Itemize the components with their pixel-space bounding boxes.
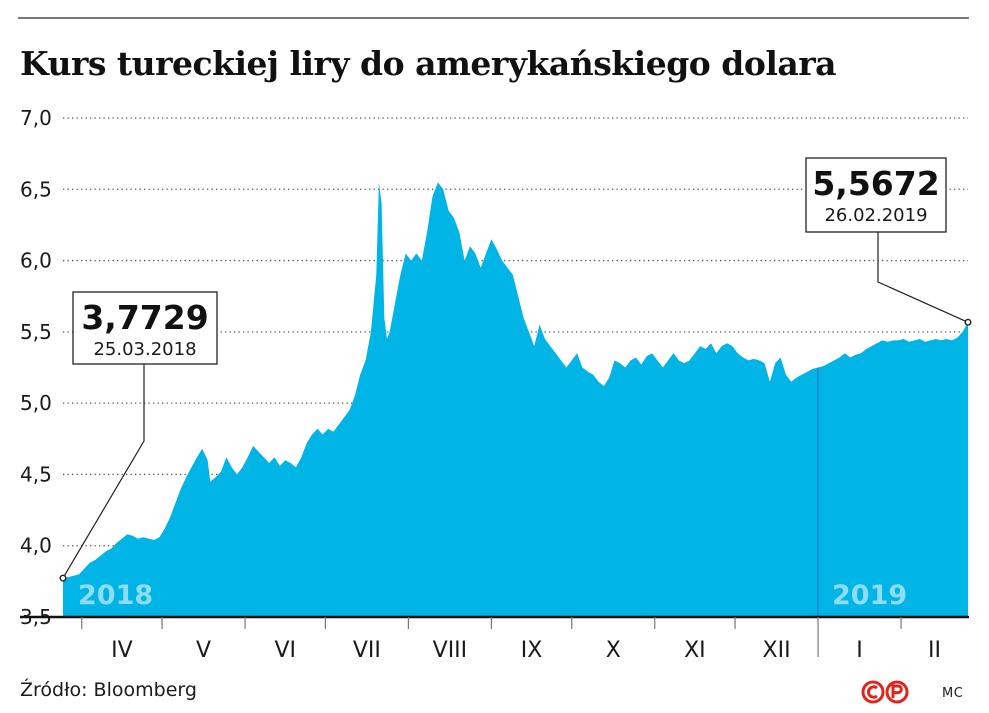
month-label: XI [684,638,706,663]
annotation-box-end [805,157,947,233]
series-area-fill [63,182,968,617]
annotation-point-start [59,574,67,582]
y-tick-label: 7,0 [20,106,52,130]
year-label-2019: 2019 [832,580,907,611]
chart-title: Kurs tureckiej liry do amerykańskiego do… [20,44,837,83]
annotation-date-start: 25.03.2018 [93,339,196,360]
y-tick-label: 6,0 [20,249,52,273]
month-label: I [856,638,863,663]
annotation-box-start [72,291,218,365]
series-area [63,182,968,617]
month-label: VI [274,638,296,663]
top-rule [18,17,969,19]
annotation-value-end: 5,5672 [812,164,939,203]
y-tick-label: 4,5 [20,462,52,486]
brand-logo [861,680,909,704]
month-label: VIII [433,638,468,663]
annotation-leader-end [877,232,969,323]
month-label: II [928,638,941,663]
year-label-2018: 2018 [78,580,153,611]
month-label: VII [353,638,381,663]
annotation-value-start: 3,7729 [81,298,208,337]
y-axis: 3,54,04,55,05,56,06,57,0 [20,106,52,629]
y-tick-label: 4,0 [20,534,52,558]
author-initials: MC [942,686,964,701]
source-note: Źródło: Bloomberg [20,679,197,701]
year-labels: 2018 2019 [78,580,907,611]
month-label: XII [763,638,791,663]
annotation-leader-start [62,364,145,579]
x-axis: IV V VI VII VIII IX X XI XII I II [20,615,969,663]
month-label: IV [111,638,133,663]
y-tick-label: 5,0 [20,391,52,415]
annotation-date-end: 26.02.2019 [824,205,927,226]
month-label: IX [521,638,543,663]
annotation-point-end [964,318,972,326]
month-label: V [196,638,211,663]
y-tick-label: 5,5 [20,320,52,344]
y-tick-label: 6,5 [20,177,52,201]
month-label: X [606,638,621,663]
